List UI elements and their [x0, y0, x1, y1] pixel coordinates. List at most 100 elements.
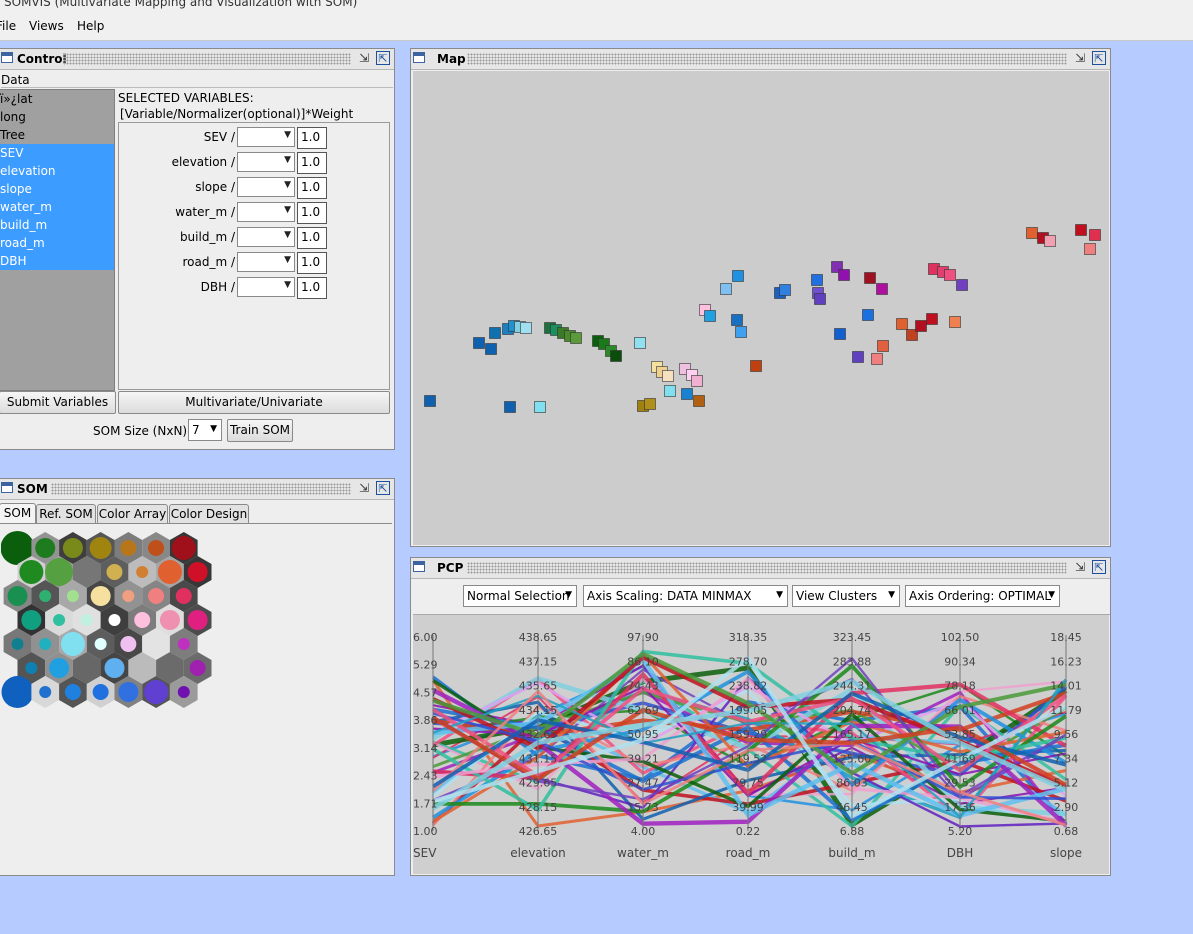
pcp-tick-label: 278.70 — [729, 655, 768, 668]
train-som-button[interactable]: Train SOM — [227, 419, 293, 442]
drag-handle[interactable] — [63, 53, 351, 65]
pcp-tick-label: 1.00 — [413, 825, 438, 838]
normalizer-select[interactable] — [237, 202, 295, 222]
maximize-icon[interactable]: ⇱ — [1092, 51, 1106, 65]
normalizer-select[interactable] — [237, 127, 295, 147]
pcp-tick-label: 428.15 — [519, 801, 558, 814]
pcp-tick-label: 5.29 — [413, 659, 438, 672]
pcp-panel-title: PCP — [437, 561, 464, 575]
variable-list-item[interactable]: SEV — [0, 144, 114, 162]
weight-input[interactable]: 1.0 — [297, 202, 327, 224]
map-point — [876, 283, 888, 295]
variable-list[interactable]: ï»¿lat long Tree SEV elevation slope water_m bu… — [0, 89, 115, 391]
multivariate-univariate-button[interactable]: Multivariate/Univariate — [118, 391, 390, 414]
pcp-tick-label: 29.53 — [944, 777, 976, 790]
pcp-tick-label: 53.85 — [944, 728, 976, 741]
map-point — [877, 340, 889, 352]
som-node-marker — [187, 562, 208, 582]
pcp-tick-label: 16.23 — [1050, 655, 1082, 668]
variable-list-item[interactable]: ï»¿lat — [0, 92, 33, 106]
normalizer-select[interactable] — [237, 177, 295, 197]
selected-variables-format: [Variable/Normalizer(optional)]*Weight — [120, 107, 354, 121]
minimize-icon[interactable]: ⇲ — [358, 481, 370, 495]
tab-color-array[interactable]: Color Array — [97, 504, 168, 523]
som-node-marker — [175, 588, 192, 604]
pcp-tick-label: 27.47 — [627, 777, 659, 790]
weight-input[interactable]: 1.0 — [297, 152, 327, 174]
map-point — [735, 326, 747, 338]
som-hexagon-grid[interactable] — [1, 526, 392, 846]
normalizer-select[interactable] — [237, 252, 295, 272]
selection-mode-select[interactable]: Normal Selection — [463, 585, 577, 607]
pcp-axis-name: road_m — [726, 846, 771, 860]
menu-file[interactable]: File — [0, 19, 17, 33]
view-clusters-select[interactable]: View Clusters — [792, 585, 900, 607]
axis-scaling-select[interactable]: Axis Scaling: DATA MINMAX — [583, 585, 788, 607]
map-point — [779, 284, 791, 296]
map-point — [915, 320, 927, 332]
map-panel-title: Map — [437, 52, 466, 66]
drag-handle[interactable] — [467, 53, 1067, 65]
pcp-plot[interactable]: 6.00 5.29 4.57 3.86 3.14 2.43 1.71 1.00 SEV 438.6… — [413, 615, 1109, 874]
normalizer-select[interactable] — [237, 277, 295, 297]
pcp-tick-label: 2.43 — [413, 770, 438, 783]
pcp-tick-label: 97.90 — [627, 631, 659, 644]
som-node-marker — [1, 676, 34, 708]
som-node-marker — [122, 590, 135, 602]
som-panel-titlebar[interactable]: SOM ⇲ ⇱ — [0, 479, 394, 500]
tab-color-design[interactable]: Color Design — [169, 504, 249, 523]
maximize-icon[interactable]: ⇱ — [376, 51, 390, 65]
normalizer-select[interactable] — [237, 227, 295, 247]
som-size-select[interactable]: 7 — [188, 419, 222, 441]
som-node-marker — [118, 682, 139, 702]
control-panel-titlebar[interactable]: Control ⇲ ⇱ — [0, 49, 394, 70]
normalizer-select[interactable] — [237, 152, 295, 172]
menu-views[interactable]: Views — [29, 19, 64, 33]
weight-input[interactable]: 1.0 — [297, 277, 327, 299]
pcp-panel: PCP ⇲ ⇱ Normal Selection Axis Scaling: D… — [410, 557, 1111, 876]
map-canvas[interactable] — [413, 71, 1109, 545]
variable-list-item[interactable]: long — [0, 110, 26, 124]
minimize-icon[interactable]: ⇲ — [1074, 51, 1086, 65]
som-node-marker — [148, 540, 165, 556]
map-point — [834, 328, 846, 340]
menu-help[interactable]: Help — [77, 19, 105, 33]
som-node-marker — [144, 680, 169, 704]
map-point — [732, 270, 744, 282]
pcp-panel-titlebar[interactable]: PCP ⇲ ⇱ — [411, 558, 1110, 579]
minimize-icon[interactable]: ⇲ — [1074, 560, 1086, 574]
tab-ref-som[interactable]: Ref. SOM — [36, 504, 96, 523]
pcp-tick-label: 50.95 — [627, 728, 659, 741]
map-point — [489, 327, 501, 339]
tab-som[interactable]: SOM — [0, 503, 36, 523]
weight-input[interactable]: 1.0 — [297, 127, 327, 149]
pcp-tick-label: 5.12 — [1054, 777, 1079, 790]
drag-handle[interactable] — [51, 483, 351, 495]
variable-list-item[interactable]: water_m — [0, 198, 114, 216]
drag-handle[interactable] — [467, 562, 1067, 574]
som-node-marker — [89, 537, 112, 559]
weight-input[interactable]: 1.0 — [297, 252, 327, 274]
minimize-icon[interactable]: ⇲ — [358, 51, 370, 65]
weight-input[interactable]: 1.0 — [297, 227, 327, 249]
variable-list-item[interactable]: elevation — [0, 162, 114, 180]
variable-list-item[interactable]: DBH — [0, 252, 114, 270]
weight-input[interactable]: 1.0 — [297, 177, 327, 199]
variable-list-item[interactable]: Tree — [0, 128, 26, 142]
maximize-icon[interactable]: ⇱ — [376, 481, 390, 495]
maximize-icon[interactable]: ⇱ — [1092, 560, 1106, 574]
som-node-marker — [49, 658, 70, 678]
som-node-marker — [90, 586, 111, 606]
pcp-tick-label: 79.75 — [732, 777, 764, 790]
variable-list-item[interactable]: road_m — [0, 234, 114, 252]
map-panel-titlebar[interactable]: Map ⇲ ⇱ — [411, 49, 1110, 70]
variable-list-item[interactable]: build_m — [0, 216, 114, 234]
pcp-tick-label: 4.00 — [631, 825, 656, 838]
variable-list-item[interactable]: slope — [0, 180, 114, 198]
som-size-label: SOM Size (NxN): — [93, 424, 192, 438]
pcp-tick-label: 9.56 — [1054, 728, 1079, 741]
axis-ordering-select[interactable]: Axis Ordering: OPTIMAL — [905, 585, 1060, 607]
som-node-marker — [39, 590, 52, 602]
submit-variables-button[interactable]: Submit Variables — [0, 391, 116, 414]
pcp-tick-label: 244.31 — [833, 680, 872, 693]
